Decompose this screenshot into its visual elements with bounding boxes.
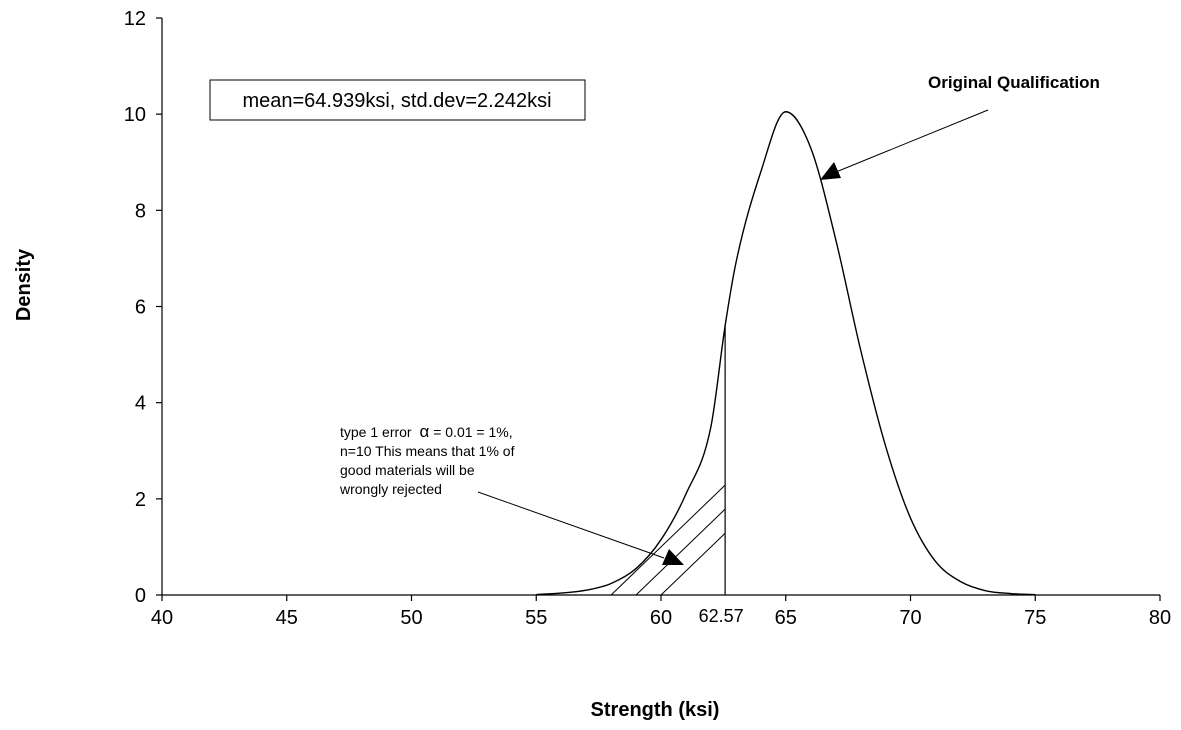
error-line-4: wrongly rejected bbox=[339, 481, 442, 497]
y-tick-label: 12 bbox=[124, 8, 146, 30]
density-curve bbox=[536, 111, 1036, 596]
x-axis-title: Strength (ksi) bbox=[591, 699, 720, 721]
y-tick-label: 0 bbox=[135, 585, 146, 607]
error-line-1: type 1 error α = 0.01 = 1%, bbox=[340, 422, 513, 441]
x-tick-label: 65 bbox=[775, 607, 797, 629]
y-tick-label: 10 bbox=[124, 104, 146, 126]
error-annotation: type 1 error α = 0.01 = 1%, n=10 This me… bbox=[339, 422, 515, 497]
rejection-region-hatching bbox=[610, 484, 726, 596]
x-tick-label: 75 bbox=[1024, 607, 1046, 629]
x-tick-label: 60 bbox=[650, 607, 672, 629]
x-tick-label: 45 bbox=[276, 607, 298, 629]
curve-annotation-arrow bbox=[820, 109, 989, 180]
x-tick-label: 50 bbox=[400, 607, 422, 629]
x-tick-label: 55 bbox=[525, 607, 547, 629]
y-axis-title: Density bbox=[13, 248, 35, 321]
hatch-line bbox=[610, 484, 726, 596]
x-tick-label: 40 bbox=[151, 607, 173, 629]
stats-box-border bbox=[209, 79, 586, 121]
alpha-symbol: α bbox=[419, 422, 429, 441]
x-ticks: 40 45 50 55 60 65 70 75 80 bbox=[151, 595, 1171, 629]
hatch-line bbox=[660, 532, 726, 596]
x-tick-label: 70 bbox=[899, 607, 921, 629]
y-ticks: 0 2 4 6 8 10 12 bbox=[124, 8, 162, 607]
y-tick-label: 8 bbox=[135, 200, 146, 222]
error-annotation-arrow bbox=[477, 491, 684, 565]
stats-box: mean=64.939ksi, std.dev=2.242ksi bbox=[209, 79, 586, 121]
curve-annotation: Original Qualification bbox=[928, 73, 1100, 92]
y-tick-label: 2 bbox=[135, 489, 146, 511]
x-tick-label: 80 bbox=[1149, 607, 1171, 629]
error-line-1-text: type 1 error bbox=[340, 424, 412, 440]
hatch-line bbox=[635, 508, 726, 596]
y-tick-label: 6 bbox=[135, 297, 146, 319]
error-line-1-rest: = 0.01 = 1%, bbox=[433, 424, 512, 440]
error-line-3: good materials will be bbox=[340, 462, 475, 478]
y-tick-label: 4 bbox=[135, 393, 146, 415]
stats-box-text: mean=64.939ksi, std.dev=2.242ksi bbox=[242, 90, 551, 112]
critical-value-label: 62.57 bbox=[699, 606, 744, 626]
error-line-2: n=10 This means that 1% of bbox=[340, 443, 515, 459]
